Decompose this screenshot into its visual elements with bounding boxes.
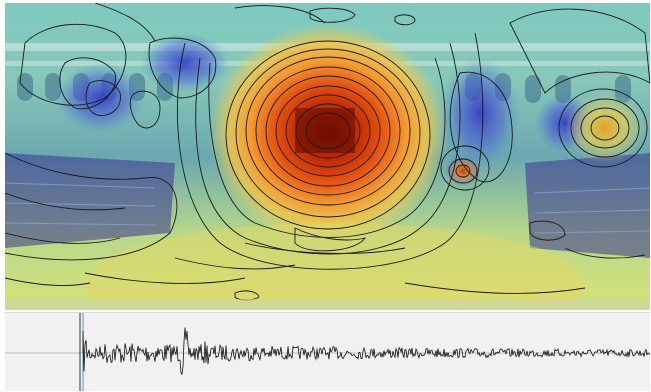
contour-lines — [5, 3, 650, 301]
waveform-panel — [5, 312, 650, 391]
floor-region — [85, 223, 585, 310]
low-energy-region — [440, 58, 520, 168]
heatmap-svg — [5, 3, 650, 310]
hot-spot-right — [565, 93, 645, 163]
seating-rows — [5, 153, 650, 258]
hot-spot-small — [445, 155, 481, 187]
floor-edge — [5, 299, 650, 310]
stage-opening — [295, 108, 355, 153]
panorama-heatmap — [5, 3, 650, 310]
waveform-path — [82, 327, 650, 376]
low-energy-region — [140, 33, 230, 93]
low-energy-region — [55, 63, 145, 133]
waveform-svg — [5, 313, 650, 391]
waveform-trace — [82, 327, 650, 376]
